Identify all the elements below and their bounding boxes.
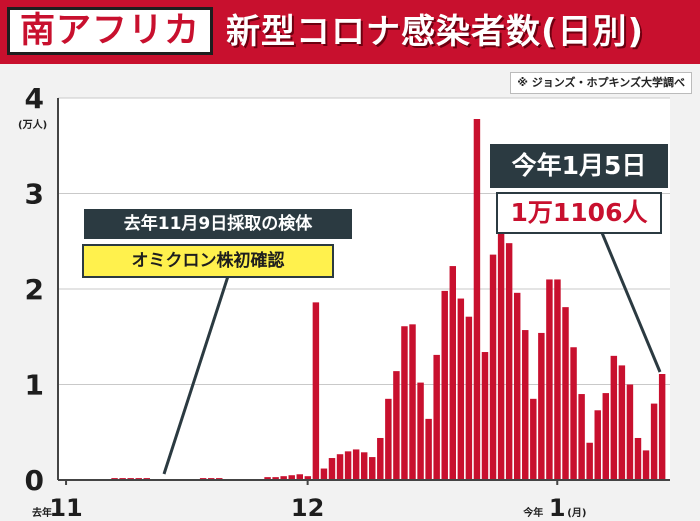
- bar: [610, 355, 618, 480]
- bar: [449, 266, 457, 480]
- omicron-pointer-line: [162, 269, 232, 475]
- bar: [409, 324, 416, 480]
- y-tick-label: 0: [25, 464, 44, 497]
- bar: [650, 403, 658, 480]
- latest-callout: 今年1月5日 1万1106人: [488, 142, 670, 234]
- bar: [618, 365, 626, 480]
- bar: [296, 474, 304, 480]
- y-axis-unit: (万人): [18, 120, 48, 131]
- x-tick-suffix: (月): [567, 507, 586, 519]
- bar: [264, 477, 271, 480]
- axis-lines: [57, 98, 670, 481]
- y-tick-labels: 0 1 2 3 4: [25, 82, 44, 497]
- bar: [369, 457, 376, 480]
- bar: [481, 352, 489, 480]
- bar: [513, 292, 521, 480]
- bar: [441, 290, 448, 480]
- x-tick-prefix: 今年: [522, 506, 543, 519]
- latest-date: 今年1月5日: [488, 142, 670, 190]
- bar: [642, 450, 650, 480]
- y-tick-label: 1: [25, 369, 44, 402]
- y-tick-label: 4: [25, 82, 44, 115]
- bar: [626, 384, 634, 480]
- x-tick-label: 11: [49, 494, 82, 521]
- bar: [280, 476, 287, 480]
- bar: [505, 243, 513, 480]
- bars: [63, 119, 666, 481]
- bar: [602, 393, 610, 480]
- x-tick-prefix: 去年: [32, 506, 52, 519]
- bar: [562, 307, 569, 480]
- bar: [554, 279, 561, 480]
- bar: [457, 298, 465, 480]
- bar: [465, 316, 473, 480]
- source-note: ※ ジョンズ・ホプキンズ大学調べ: [510, 72, 692, 94]
- bar: [336, 454, 344, 480]
- bar: [497, 229, 505, 480]
- chart-title: 新型コロナ感染者数(日別): [226, 12, 645, 52]
- bar: [425, 418, 432, 480]
- bar: [433, 354, 440, 480]
- bar: [546, 279, 553, 480]
- x-tick-label: 1: [549, 494, 566, 521]
- y-tick-label: 3: [25, 178, 44, 211]
- x-tick-label: 12: [291, 494, 324, 521]
- header-banner: 南アフリカ 新型コロナ感染者数(日別): [0, 0, 700, 64]
- bar: [538, 332, 545, 480]
- latest-pointer-line: [598, 227, 662, 373]
- bar: [272, 477, 279, 480]
- bar: [312, 302, 320, 480]
- bar: [401, 326, 408, 480]
- bar: [320, 468, 328, 480]
- bar: [344, 451, 352, 480]
- bar: [658, 373, 666, 480]
- bar: [393, 371, 400, 480]
- bar: [385, 398, 392, 480]
- bar: [634, 437, 642, 480]
- bar: [578, 394, 585, 480]
- bar: [352, 449, 360, 480]
- bar: [288, 475, 295, 480]
- country-label: 南アフリカ: [7, 7, 213, 55]
- latest-value: 1万1106人: [496, 192, 662, 234]
- bar: [417, 382, 424, 480]
- omicron-callout: 去年11月9日採取の検体 オミクロン株初確認: [82, 207, 354, 278]
- bar: [530, 398, 537, 480]
- bar: [570, 347, 577, 480]
- bar: [328, 458, 336, 480]
- omicron-first-confirmed: オミクロン株初確認: [82, 244, 334, 278]
- bar: [586, 442, 593, 480]
- bar: [489, 254, 497, 480]
- bar: [304, 476, 312, 480]
- y-tick-label: 2: [25, 273, 44, 306]
- bar: [522, 330, 529, 480]
- bar: [473, 119, 481, 480]
- bar: [360, 452, 368, 480]
- bar: [594, 410, 601, 480]
- omicron-sample-date: 去年11月9日採取の検体: [82, 207, 354, 241]
- bar: [377, 437, 384, 480]
